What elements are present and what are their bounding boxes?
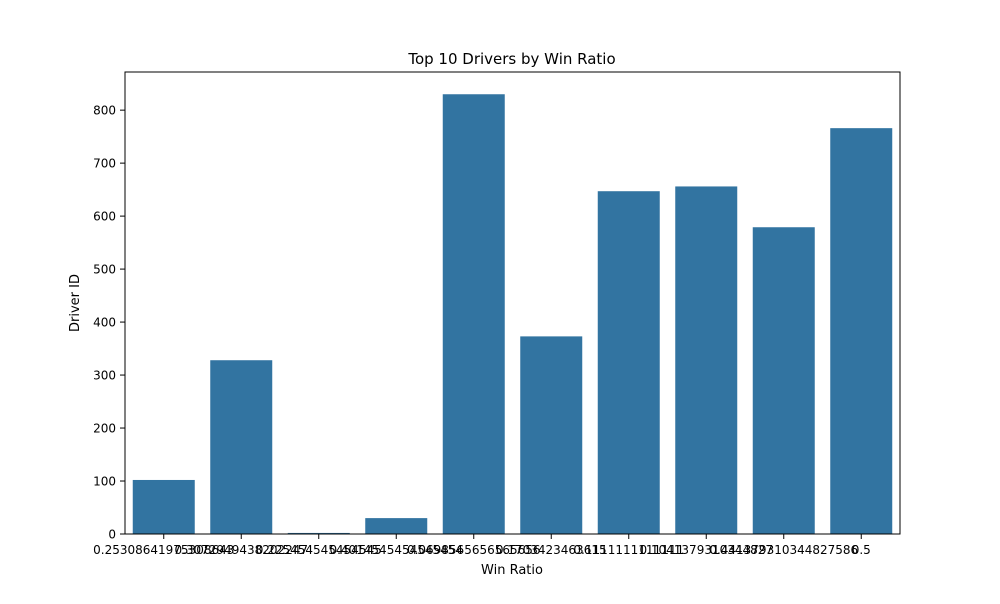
chart-title: Top 10 Drivers by Win Ratio — [407, 50, 615, 68]
y-tick-label: 800 — [93, 104, 116, 118]
x-tick-label: 0.1111111111111 — [573, 543, 684, 557]
y-tick-label: 600 — [93, 210, 116, 224]
x-tick-label: 0.25308641975308643 — [93, 543, 234, 557]
y-axis: 0 100 200 300 400 500 600 700 800 — [93, 104, 125, 542]
x-axis: 0.253086419753086430.30729494382022470.2… — [93, 534, 871, 557]
y-tick-label: 500 — [93, 263, 116, 277]
bar-8 — [675, 186, 738, 534]
x-tick-label: 0.225454545454545 — [256, 543, 382, 557]
x-tick-label: 0.4014545454545454 — [329, 543, 463, 557]
bar-6 — [520, 336, 583, 534]
x-tick-label: 0.1041379310344827 — [639, 543, 773, 557]
x-tick-label: 0.5 — [852, 543, 871, 557]
x-tick-label: 0.1703423463615 — [496, 543, 607, 557]
x-tick-label: 0.441379310344827586 — [709, 543, 858, 557]
y-tick-label: 100 — [93, 475, 116, 489]
bar-3 — [287, 532, 350, 534]
bar-10 — [830, 128, 893, 534]
plot-frame — [124, 71, 901, 535]
bar-5 — [442, 94, 505, 534]
x-axis-label: Win Ratio — [481, 563, 543, 578]
y-tick-label: 300 — [93, 369, 116, 383]
bar-4 — [365, 518, 428, 534]
y-tick-label: 700 — [93, 157, 116, 171]
bar-7 — [597, 191, 660, 534]
y-tick-label: 400 — [93, 316, 116, 330]
y-tick-label: 0 — [108, 528, 116, 542]
bars-layer — [132, 94, 893, 535]
x-tick-label: 0.3072949438202247 — [174, 543, 308, 557]
y-axis-label: Driver ID — [68, 274, 83, 332]
y-tick-label: 200 — [93, 422, 116, 436]
bar-2 — [210, 360, 273, 534]
bar-9 — [752, 227, 815, 535]
x-tick-label: 0.0698565656565656 — [407, 543, 541, 557]
bar-1 — [132, 479, 195, 534]
